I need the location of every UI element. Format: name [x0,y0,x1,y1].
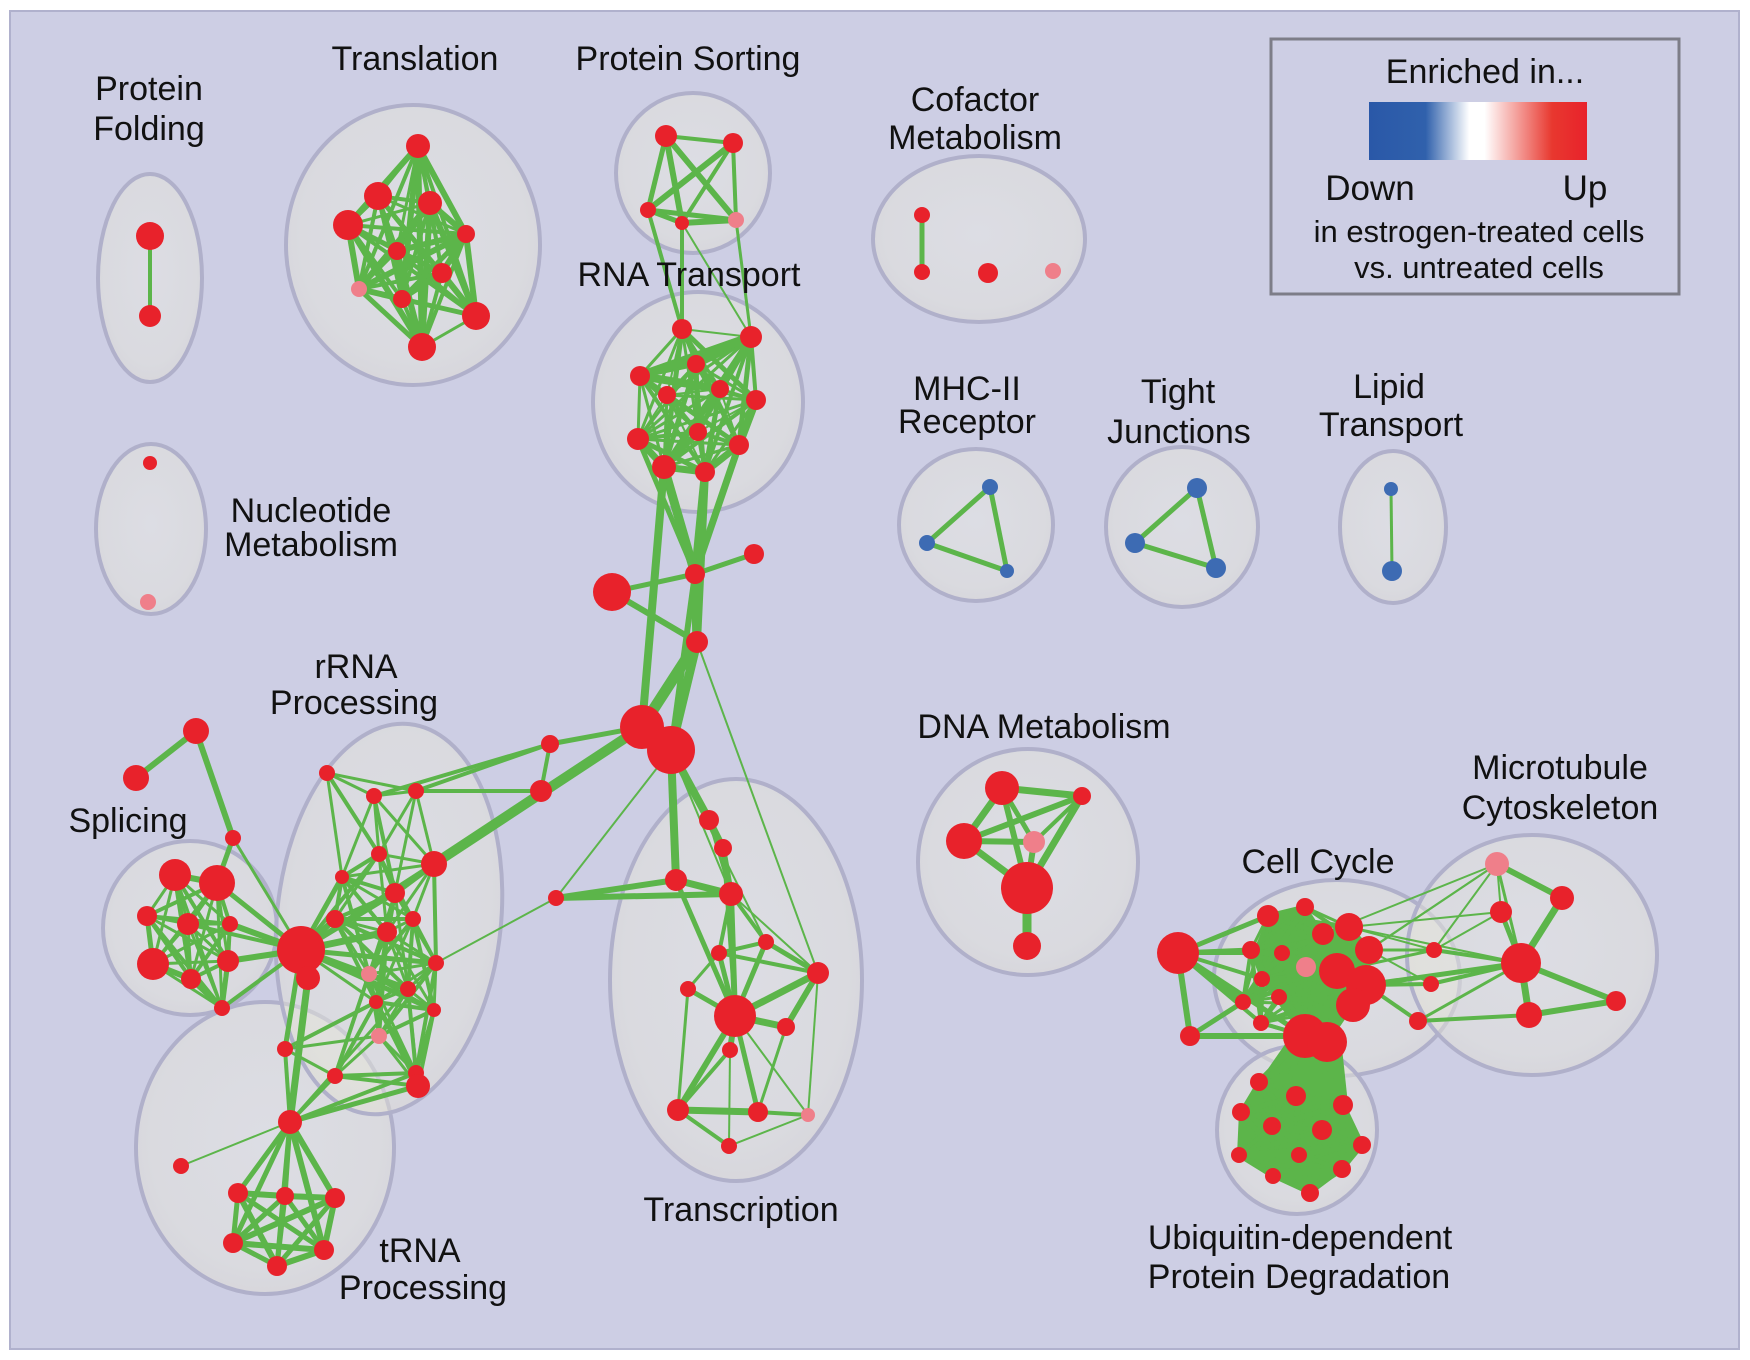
svg-text:Microtubule: Microtubule [1472,749,1648,787]
svg-text:Enriched in...: Enriched in... [1386,53,1584,91]
svg-text:RNA Transport: RNA Transport [578,256,802,294]
svg-text:Processing: Processing [339,1269,507,1307]
svg-text:Cofactor: Cofactor [911,81,1040,119]
svg-text:Down: Down [1325,169,1414,208]
svg-text:Tight: Tight [1141,373,1216,411]
svg-text:Lipid: Lipid [1353,368,1425,406]
svg-text:Receptor: Receptor [898,403,1036,441]
svg-text:Processing: Processing [270,684,438,722]
svg-text:tRNA: tRNA [379,1232,461,1270]
svg-text:Splicing: Splicing [68,802,187,840]
svg-text:Transcription: Transcription [643,1191,838,1229]
svg-text:Transport: Transport [1319,406,1464,444]
svg-text:MHC-II: MHC-II [913,370,1021,408]
svg-text:in estrogen-treated cells: in estrogen-treated cells [1314,214,1645,249]
svg-text:Up: Up [1563,169,1608,208]
svg-text:Translation: Translation [332,40,499,78]
svg-text:Nucleotide: Nucleotide [231,492,392,530]
svg-text:Folding: Folding [93,110,205,148]
svg-text:Metabolism: Metabolism [888,119,1062,157]
svg-text:Cell Cycle: Cell Cycle [1241,843,1394,881]
svg-text:Junctions: Junctions [1107,413,1251,451]
svg-text:Metabolism: Metabolism [224,526,398,564]
svg-text:vs. untreated cells: vs. untreated cells [1354,250,1604,285]
svg-text:rRNA: rRNA [314,648,397,686]
svg-text:Protein: Protein [95,70,203,108]
svg-text:Protein Degradation: Protein Degradation [1148,1258,1450,1296]
svg-text:DNA Metabolism: DNA Metabolism [917,708,1170,746]
svg-text:Protein Sorting: Protein Sorting [576,40,801,78]
svg-text:Ubiquitin-dependent: Ubiquitin-dependent [1148,1219,1453,1257]
svg-text:Cytoskeleton: Cytoskeleton [1462,789,1659,827]
